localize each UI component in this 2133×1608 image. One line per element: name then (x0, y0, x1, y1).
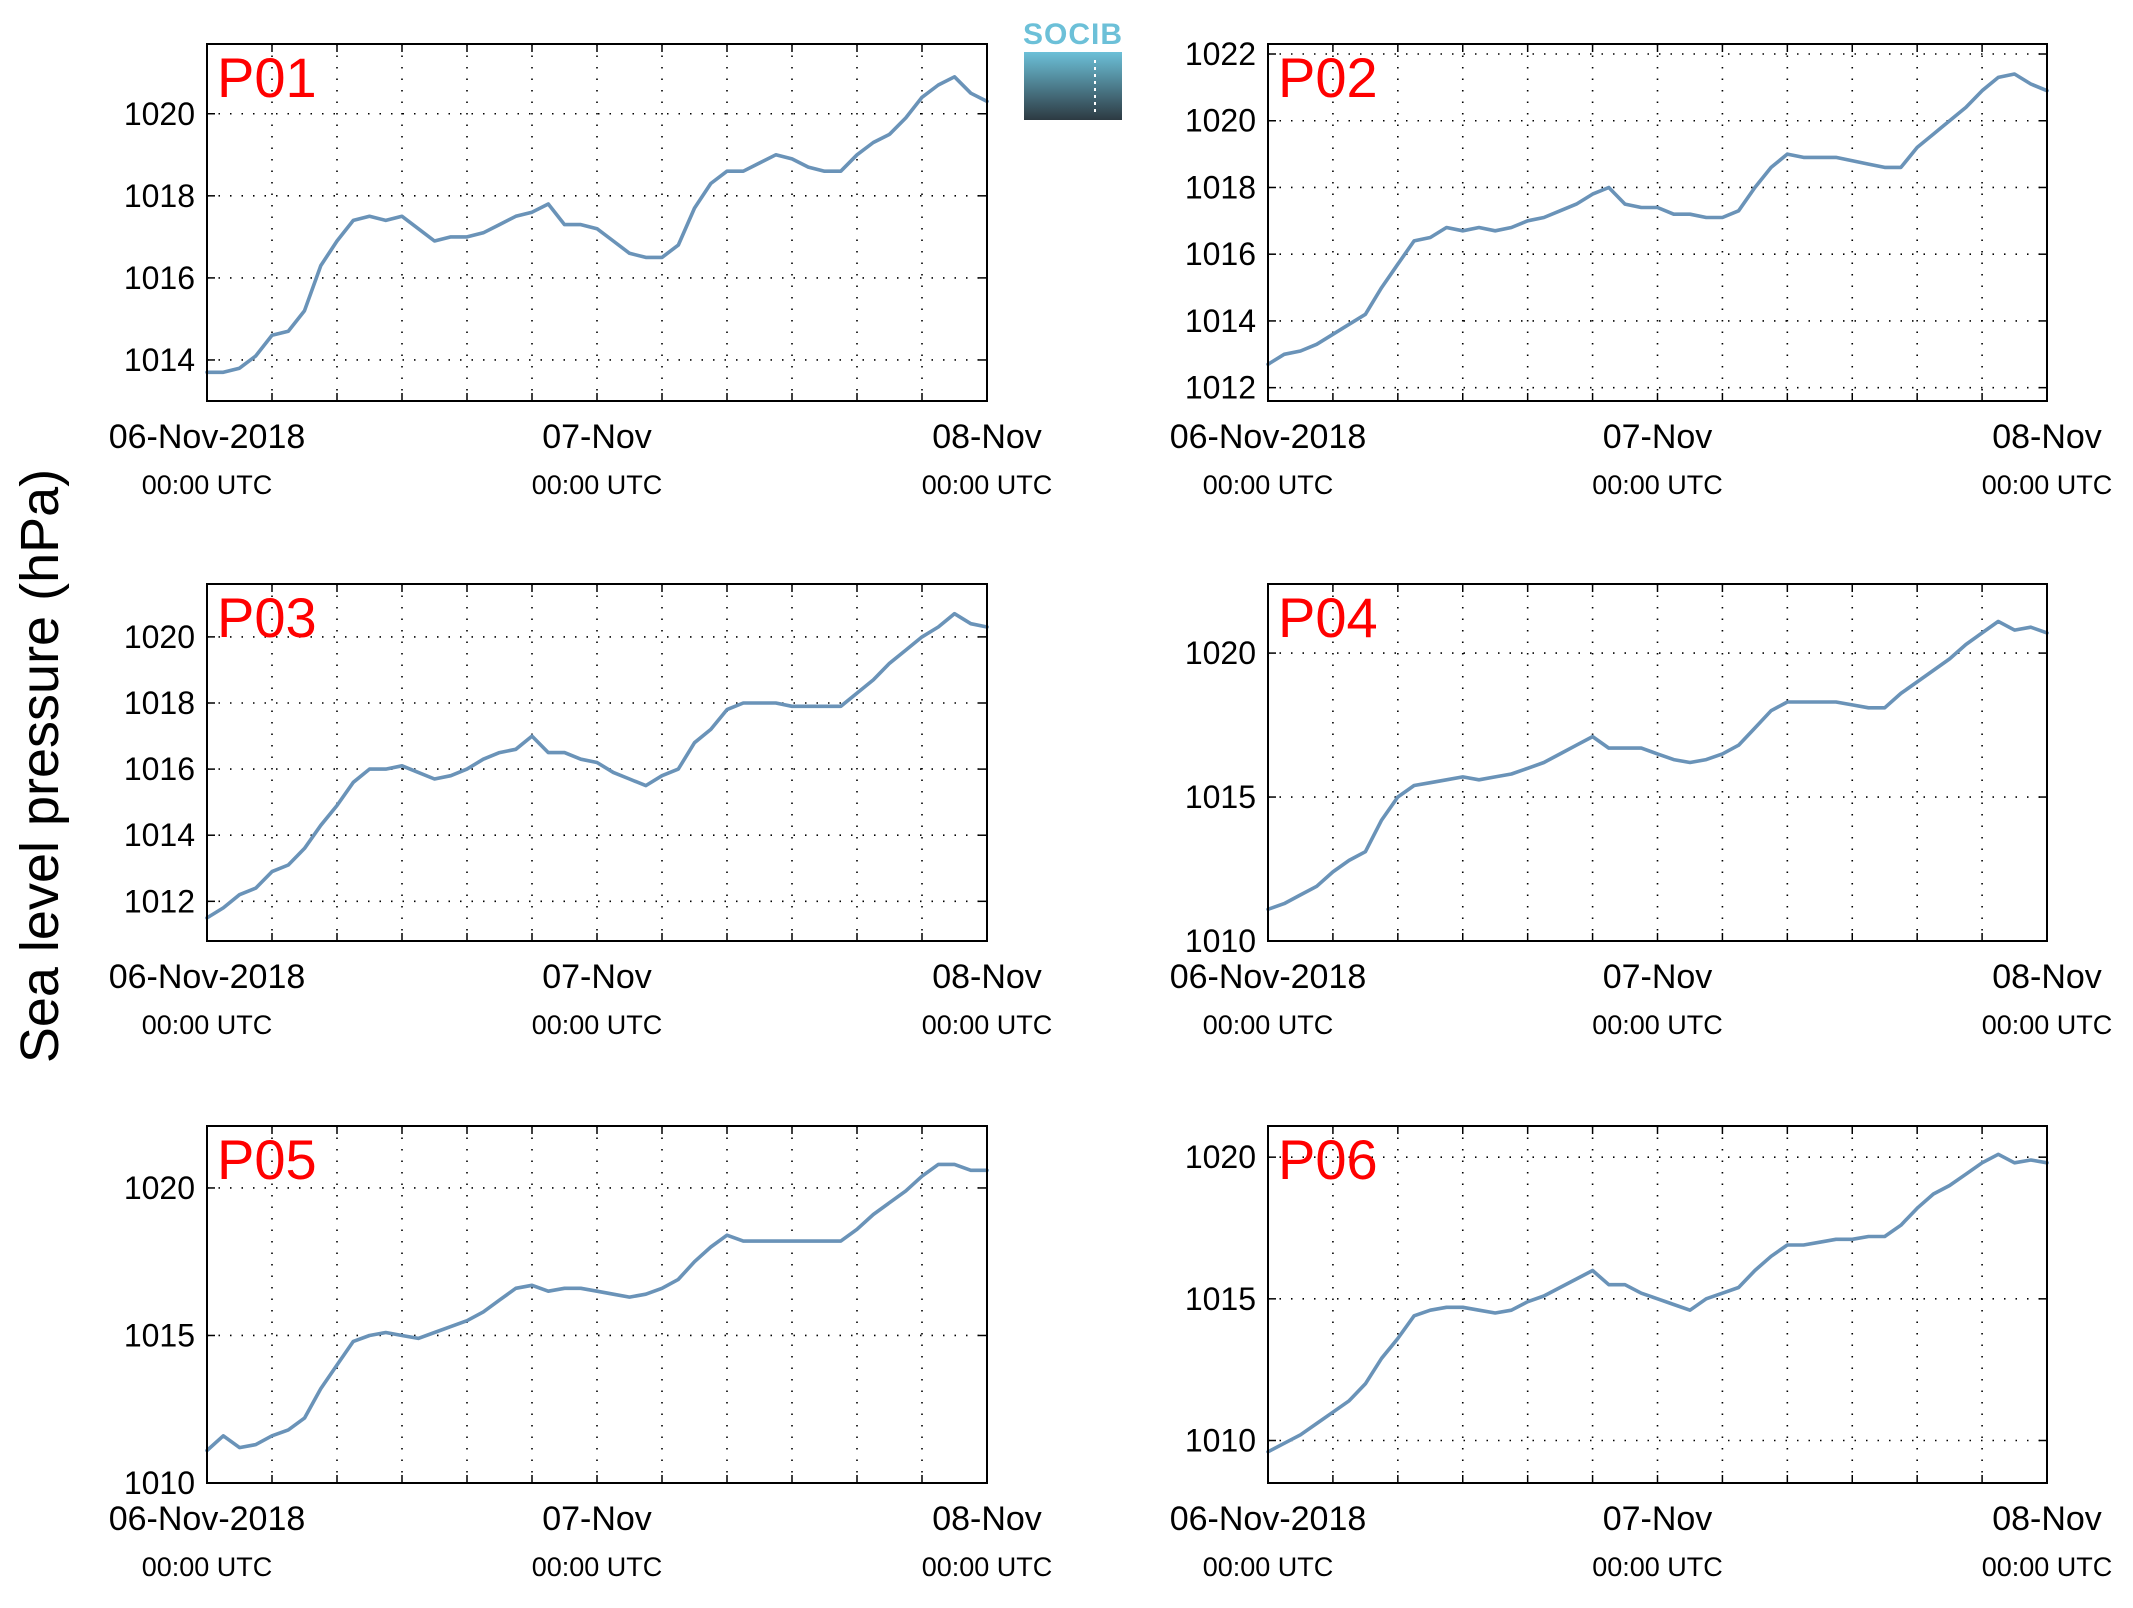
axes-frame (206, 1125, 988, 1484)
socib-logo-text: SOCIB (1023, 18, 1123, 51)
x-tick-time-label: 00:00 UTC (1982, 1010, 2113, 1040)
x-tick-date-label: 08-Nov (1992, 958, 2102, 996)
x-tick-date-label: 06-Nov-2018 (109, 958, 306, 996)
panel-label: P02 (1278, 46, 1378, 109)
axes-frame (206, 583, 988, 942)
y-tick-label: 1016 (124, 751, 195, 787)
x-tick-date-label: 07-Nov (542, 958, 652, 996)
panel-p04: 1010 1015 1020 06-Nov-2018 00:00 UTC 07-Nov 00… (1170, 583, 2113, 1040)
x-tick-date-label: 06-Nov-2018 (1170, 958, 1367, 996)
x-tick-date-label: 08-Nov (1992, 1500, 2102, 1538)
x-tick-time-label: 00:00 UTC (922, 1552, 1053, 1582)
x-tick-date-label: 06-Nov-2018 (1170, 1500, 1367, 1538)
x-tick-date-label: 06-Nov-2018 (109, 1500, 306, 1538)
x-tick-time-label: 00:00 UTC (532, 470, 663, 500)
y-tick-label: 1020 (124, 619, 195, 655)
panel-label: P04 (1278, 586, 1378, 649)
y-tick-label: 1015 (1185, 1281, 1256, 1317)
y-tick-label: 1018 (124, 178, 195, 214)
x-tick-date-label: 08-Nov (932, 958, 1042, 996)
x-tick-time-label: 00:00 UTC (922, 1010, 1053, 1040)
series-line-p01 (205, 75, 989, 375)
series-line-p02 (1266, 72, 2049, 367)
y-tick-label: 1018 (124, 685, 195, 721)
panel-p03: 1012 1014 1016 1018 1020 06-Nov-2018 00:00 UTC… (109, 583, 1053, 1040)
x-tick-date-label: 07-Nov (542, 1500, 652, 1538)
x-tick-time-label: 00:00 UTC (142, 1010, 273, 1040)
panel-label: P06 (1278, 1128, 1378, 1191)
x-tick-date-label: 07-Nov (1603, 418, 1713, 456)
series-line-p06 (1266, 1152, 2049, 1454)
y-tick-label: 1012 (124, 883, 195, 919)
x-tick-date-label: 07-Nov (1603, 1500, 1713, 1538)
x-tick-time-label: 00:00 UTC (1203, 470, 1334, 500)
series-line-p05 (205, 1162, 989, 1453)
panel-label: P05 (217, 1128, 317, 1191)
x-tick-time-label: 00:00 UTC (532, 1552, 663, 1582)
x-tick-date-label: 06-Nov-2018 (1170, 418, 1367, 456)
axes-frame (206, 43, 988, 402)
series-line-p03 (205, 611, 989, 920)
y-tick-label: 1018 (1185, 169, 1256, 205)
panel-label: P03 (217, 586, 317, 649)
x-tick-time-label: 00:00 UTC (1592, 470, 1723, 500)
y-tick-label: 1014 (124, 817, 195, 853)
x-tick-date-label: 08-Nov (932, 418, 1042, 456)
x-tick-time-label: 00:00 UTC (1592, 1010, 1723, 1040)
x-tick-date-label: 08-Nov (932, 1500, 1042, 1538)
axes-frame (1267, 583, 2048, 942)
x-tick-date-label: 07-Nov (542, 418, 652, 456)
x-tick-date-label: 08-Nov (1992, 418, 2102, 456)
y-tick-label: 1012 (1185, 370, 1256, 406)
socib-logo: SOCIB (1023, 18, 1123, 120)
x-tick-date-label: 06-Nov-2018 (109, 418, 306, 456)
y-tick-label: 1014 (124, 342, 195, 378)
y-tick-label: 1020 (1185, 635, 1256, 671)
y-tick-label: 1015 (124, 1317, 195, 1353)
panel-p02: 1012 1014 1016 1018 1020 1022 06-Nov-2018 00:00… (1170, 36, 2113, 500)
panel-p01: 1014 1016 1018 1020 06-Nov-2018 00:00 UTC 07-N… (109, 43, 1053, 500)
y-tick-label: 1014 (1185, 303, 1256, 339)
x-tick-time-label: 00:00 UTC (142, 1552, 273, 1582)
y-tick-label: 1010 (124, 1465, 195, 1501)
y-tick-label: 1016 (1185, 236, 1256, 272)
y-tick-label: 1020 (124, 96, 195, 132)
socib-logo-block (1024, 52, 1122, 120)
x-tick-time-label: 00:00 UTC (142, 470, 273, 500)
x-tick-date-label: 07-Nov (1603, 958, 1713, 996)
y-tick-label: 1010 (1185, 1423, 1256, 1459)
panel-label: P01 (217, 46, 317, 109)
panel-p06: 1010 1015 1020 06-Nov-2018 00:00 UTC 07-Nov 00… (1170, 1125, 2113, 1582)
x-tick-time-label: 00:00 UTC (1982, 1552, 2113, 1582)
axes-frame (1267, 1125, 2048, 1484)
axes-frame (1267, 43, 2048, 402)
series-line-p04 (1266, 619, 2049, 912)
x-tick-time-label: 00:00 UTC (1203, 1552, 1334, 1582)
y-tick-label: 1010 (1185, 923, 1256, 959)
y-tick-label: 1020 (124, 1170, 195, 1206)
x-tick-time-label: 00:00 UTC (1592, 1552, 1723, 1582)
x-tick-time-label: 00:00 UTC (922, 470, 1053, 500)
y-tick-label: 1022 (1185, 36, 1256, 72)
x-tick-time-label: 00:00 UTC (532, 1010, 663, 1040)
panel-p05: 1010 1015 1020 06-Nov-2018 00:00 UTC 07-Nov 00… (109, 1125, 1053, 1582)
y-tick-label: 1020 (1185, 103, 1256, 139)
y-tick-label: 1015 (1185, 779, 1256, 815)
x-tick-time-label: 00:00 UTC (1203, 1010, 1334, 1040)
y-tick-label: 1016 (124, 260, 195, 296)
y-tick-label: 1020 (1185, 1139, 1256, 1175)
x-tick-time-label: 00:00 UTC (1982, 470, 2113, 500)
